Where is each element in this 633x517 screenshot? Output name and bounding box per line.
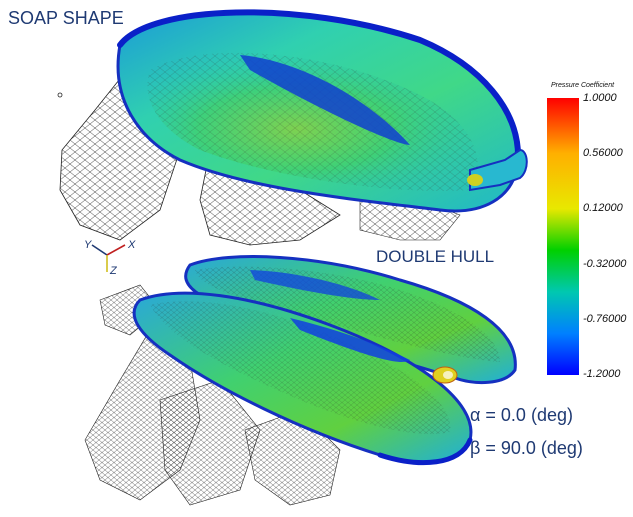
double-hull-label: DOUBLE HULL <box>376 247 495 266</box>
double-hull-low-pressure-band-1 <box>290 318 410 362</box>
axis-y-label: Y <box>84 239 92 251</box>
double-hull-upper-mesh <box>195 266 500 362</box>
axes-triad: Y X Z <box>84 239 136 277</box>
double-hull-lower-mesh <box>150 301 451 435</box>
double-hull-low-pressure-band-2 <box>250 270 380 300</box>
soap-shape-hull-mesh-overlay <box>147 52 478 191</box>
double-hull-model <box>84 255 517 506</box>
axis-z-label: Z <box>109 265 118 277</box>
colorbar-gradient <box>547 98 579 375</box>
colorbar-title: Pressure Coefficient <box>551 82 615 89</box>
soap-shape-low-pressure-band <box>240 55 410 145</box>
beta-angle-label: β = 90.0 (deg) <box>470 438 583 458</box>
alpha-angle-label: α = 0.0 (deg) <box>470 405 573 425</box>
colorbar-tick: -0.76000 <box>583 313 627 325</box>
colorbar-tick: 0.12000 <box>583 202 623 214</box>
colorbar <box>547 98 579 375</box>
soap-shape-rim <box>117 9 522 163</box>
axis-x-line <box>106 244 126 256</box>
axis-y-line <box>91 244 108 256</box>
double-hull-rim <box>377 437 473 466</box>
colorbar-tick: -1.2000 <box>583 368 621 380</box>
soap-shape-mesh-point <box>57 92 63 98</box>
colorbar-tick: 1.0000 <box>583 92 617 104</box>
soap-shape-label: SOAP SHAPE <box>8 8 124 28</box>
colorbar-tick: 0.56000 <box>583 147 623 159</box>
axis-x-label: X <box>127 239 136 251</box>
colorbar-tick: -0.32000 <box>583 258 627 270</box>
soap-shape-tail-hotspot <box>467 174 483 186</box>
double-hull-stern-hotspot-core <box>443 371 453 379</box>
soap-shape-model <box>57 9 528 246</box>
soap-shape-tail <box>469 148 528 192</box>
